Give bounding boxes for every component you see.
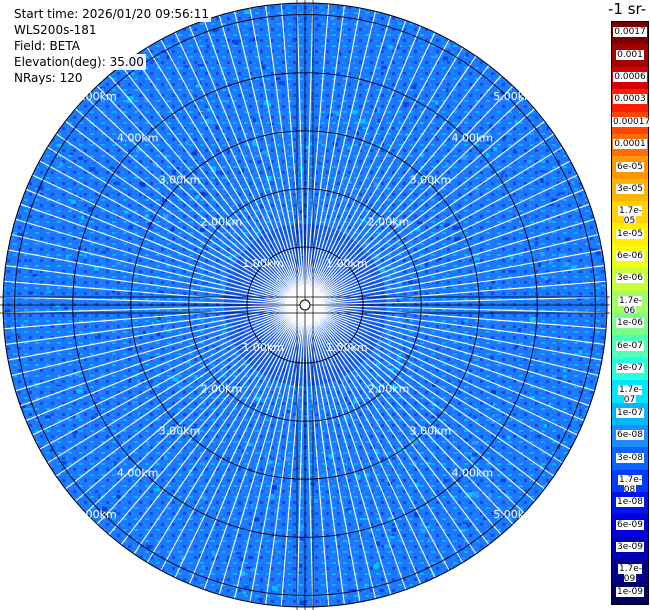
colorbar-tick-label: 3e-09	[616, 542, 644, 553]
colorbar-tick-label: 3e-08	[616, 452, 644, 463]
colorbar-tick-label: 6e-06	[616, 251, 644, 262]
colorbar-tick-label: 1e-06	[616, 318, 644, 329]
range-ring-label: 2.00km	[368, 383, 410, 396]
ppi-scan-plot: 1.00km 1.00km 1.00km 1.00km 2.00km 2.00km 2.00…	[0, 0, 610, 610]
field-label: Field: BETA	[12, 38, 82, 54]
colorbar-tick-label: 0.0006	[613, 71, 647, 82]
colorbar-tick-label: 1.7e-08	[617, 474, 643, 495]
range-ring-label: 4.00km	[117, 466, 159, 479]
colorbar-tick-label: 1e-08	[616, 497, 644, 508]
range-ring-label: 5.00km	[493, 508, 535, 521]
start-time-label: Start time: 2026/01/20 09:56:11	[12, 6, 211, 22]
range-ring-label: 5.00km	[493, 90, 535, 103]
colorbar-tick-label: 0.001	[616, 49, 644, 60]
range-ring-labels: 1.00km 1.00km 1.00km 1.00km 2.00km 2.00km 2.00…	[75, 90, 535, 521]
colorbar-tick-label: 0.00017	[612, 116, 650, 127]
range-ring-label: 3.00km	[410, 424, 452, 437]
instrument-label: WLS200s-181	[12, 22, 99, 38]
range-ring-label: 5.00km	[75, 508, 117, 521]
range-ring-label: 4.00km	[452, 466, 494, 479]
colorbar-unit-title: -1 sr-	[608, 0, 647, 18]
colorbar-tick-label: 3e-07	[616, 362, 644, 373]
colorbar: 0.0017 0.001 0.0006 0.0003 0.00017 0.0001 6e-0…	[611, 21, 650, 605]
ray-gaps	[3, 3, 607, 607]
range-ring-label: 1.00km	[326, 257, 368, 270]
range-ring-label: 1.00km	[242, 257, 284, 270]
colorbar-tick-label: 0.0003	[613, 94, 647, 105]
colorbar-tick-label: 6e-09	[616, 519, 644, 530]
colorbar-tick-label: 1.7e-06	[617, 295, 643, 316]
range-ring-label: 2.00km	[368, 215, 410, 228]
range-ring-label: 1.00km	[326, 341, 368, 354]
range-ring-label: 5.00km	[75, 90, 117, 103]
colorbar-tick-label: 1e-07	[616, 407, 644, 418]
nrays-label: NRays: 120	[12, 70, 85, 86]
colorbar-tick-label: 1.7e-05	[617, 206, 643, 227]
range-ring-label: 3.00km	[159, 424, 201, 437]
colorbar-tick-label: 6e-07	[616, 340, 644, 351]
range-ring-label: 4.00km	[117, 132, 159, 145]
range-ring-label: 1.00km	[242, 341, 284, 354]
colorbar-tick-label: 3e-05	[616, 183, 644, 194]
colorbar-tick-label: 6e-08	[616, 430, 644, 441]
colorbar-tick-label: 3e-06	[616, 273, 644, 284]
colorbar-tick-label: 1.7e-09	[617, 564, 643, 585]
colorbar-tick-label: 1.7e-07	[617, 385, 643, 406]
colorbar-tick-label: 6e-05	[616, 161, 644, 172]
colorbar-tick-label: 0.0017	[613, 27, 647, 38]
range-ring-label: 3.00km	[159, 174, 201, 187]
elevation-label: Elevation(deg): 35.00	[12, 54, 146, 70]
colorbar-tick-label: 1e-05	[616, 228, 644, 239]
range-ring-label: 3.00km	[410, 174, 452, 187]
crosshair-lines	[0, 0, 610, 610]
colorbar-tick-label: 1e-09	[616, 586, 644, 597]
range-ring-label: 2.00km	[201, 383, 243, 396]
range-ring-label: 2.00km	[201, 215, 243, 228]
range-ring-label: 4.00km	[452, 132, 494, 145]
colorbar-tick-label: 0.0001	[613, 139, 647, 150]
